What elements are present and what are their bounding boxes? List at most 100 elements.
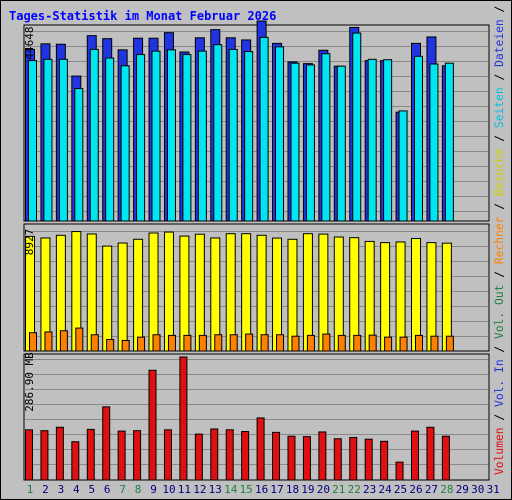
bar-besuche-day-9	[148, 232, 159, 352]
bar-dateien-day-15	[244, 51, 254, 222]
chart-title: Tages-Statistik im Monat Februar 2026	[9, 9, 277, 23]
bar-besuche-day-7	[117, 242, 128, 352]
bar-volumen-day-8	[133, 430, 142, 481]
bar-volumen-day-19	[302, 436, 311, 481]
x-tick-label-day-6: 6	[104, 483, 111, 496]
bar-besuche-day-19	[302, 233, 313, 352]
x-tick-label-day-9: 9	[150, 483, 157, 496]
bar-besuche-day-20	[318, 233, 329, 352]
bar-dateien-day-27	[429, 63, 439, 222]
bar-besuche-day-5	[86, 233, 97, 352]
x-tick-label-day-14: 14	[224, 483, 238, 496]
x-tick-label-day-7: 7	[119, 483, 126, 496]
x-tick-label-day-2: 2	[42, 483, 49, 496]
bar-volumen-day-6	[102, 406, 111, 481]
bar-besuche-day-6	[102, 245, 113, 352]
bar-rechner-day-16	[260, 334, 269, 352]
bar-rechner-day-11	[183, 334, 192, 352]
bar-besuche-day-26	[411, 237, 421, 352]
bar-volumen-day-28	[441, 435, 450, 481]
x-tick-label-day-23: 23	[363, 483, 376, 496]
x-tick-label-day-17: 17	[270, 483, 283, 496]
bar-rechner-day-25	[399, 336, 408, 352]
x-tick-label-day-4: 4	[73, 483, 80, 496]
bar-besuche-day-13	[210, 237, 221, 352]
x-tick-label-day-29: 29	[456, 483, 469, 496]
x-tick-label-day-22: 22	[348, 483, 361, 496]
bar-besuche-day-12	[194, 233, 205, 352]
legend-segment: Vol. In	[493, 359, 506, 407]
bar-rechner-day-4	[75, 327, 84, 352]
bar-besuche-day-16	[256, 234, 267, 352]
bar-besuche-day-24	[380, 242, 391, 352]
bar-rechner-day-9	[152, 334, 161, 352]
x-tick-label-day-16: 16	[255, 483, 268, 496]
bar-rechner-day-12	[198, 334, 207, 352]
bar-besuche-day-15	[241, 233, 252, 352]
bar-rechner-day-10	[167, 334, 176, 352]
bar-volumen-day-15	[241, 431, 250, 481]
x-tick-label-day-30: 30	[471, 483, 484, 496]
bar-dateien-day-8	[136, 54, 146, 222]
y-max-label-volume: 286.90 MB	[23, 352, 36, 412]
x-tick-label-day-25: 25	[394, 483, 407, 496]
x-tick-label-day-24: 24	[378, 483, 392, 496]
x-tick-label-day-11: 11	[178, 483, 191, 496]
x-tick-label-day-5: 5	[88, 483, 95, 496]
bar-dateien-day-2	[43, 58, 53, 222]
bar-volumen-day-11	[179, 356, 188, 481]
bar-rechner-day-5	[90, 334, 99, 352]
x-tick-label-day-27: 27	[425, 483, 438, 496]
x-tick-label-day-13: 13	[209, 483, 222, 496]
bar-rechner-day-26	[415, 334, 423, 352]
bar-rechner-day-2	[44, 331, 53, 352]
bar-volumen-day-13	[210, 428, 219, 481]
x-tick-label-day-15: 15	[240, 483, 253, 496]
x-tick-label-day-3: 3	[58, 483, 65, 496]
bar-volumen-day-18	[287, 435, 296, 481]
legend-segment: /	[493, 407, 506, 427]
bar-volumen-day-16	[256, 417, 265, 481]
bar-volumen-day-17	[272, 431, 281, 481]
x-tick-label-day-20: 20	[317, 483, 330, 496]
bar-dateien-day-11	[182, 54, 192, 222]
bar-dateien-day-6	[105, 57, 115, 222]
x-tick-label-day-1: 1	[27, 483, 34, 496]
bar-besuche-day-8	[133, 238, 144, 352]
bar-rechner-day-14	[229, 334, 238, 352]
bar-volumen-day-27	[426, 426, 435, 481]
bar-volumen-day-21	[333, 438, 342, 481]
bar-volumen-day-1	[25, 429, 33, 481]
x-tick-label-day-19: 19	[301, 483, 314, 496]
bar-rechner-day-1	[29, 332, 37, 352]
legend-segment: /	[493, 128, 506, 148]
x-tick-label-day-31: 31	[487, 483, 500, 496]
bar-rechner-day-13	[214, 334, 223, 352]
bar-rechner-day-19	[306, 334, 315, 352]
bar-volumen-day-25	[395, 461, 404, 481]
bar-besuche-day-27	[426, 242, 437, 352]
x-tick-label-day-18: 18	[286, 483, 299, 496]
bar-rechner-day-23	[368, 334, 377, 352]
series-legend-vertical: Volumen / Vol. In / Vol. Out / Rechner /…	[493, 0, 506, 475]
bar-dateien-day-5	[89, 48, 99, 222]
bar-dateien-day-28	[444, 62, 454, 222]
bar-dateien-day-18	[290, 62, 300, 222]
bar-dateien-day-9	[151, 50, 161, 222]
bar-dateien-day-3	[58, 58, 68, 222]
bar-volumen-day-9	[148, 369, 157, 481]
bar-besuche-day-10	[163, 231, 174, 352]
bar-volumen-day-14	[225, 429, 234, 481]
bar-volumen-day-7	[117, 430, 126, 481]
bar-dateien-day-21	[336, 65, 346, 222]
legend-segment: /	[493, 339, 506, 359]
bar-volumen-day-24	[380, 440, 389, 481]
bar-besuche-day-17	[272, 237, 283, 352]
x-tick-label-day-10: 10	[162, 483, 175, 496]
bar-rechner-day-21	[337, 334, 346, 352]
bar-besuche-day-14	[225, 233, 236, 352]
bar-volumen-day-20	[318, 431, 327, 481]
bar-volumen-day-4	[71, 441, 80, 481]
bar-volumen-day-23	[364, 438, 373, 481]
bar-rechner-day-22	[353, 334, 362, 352]
